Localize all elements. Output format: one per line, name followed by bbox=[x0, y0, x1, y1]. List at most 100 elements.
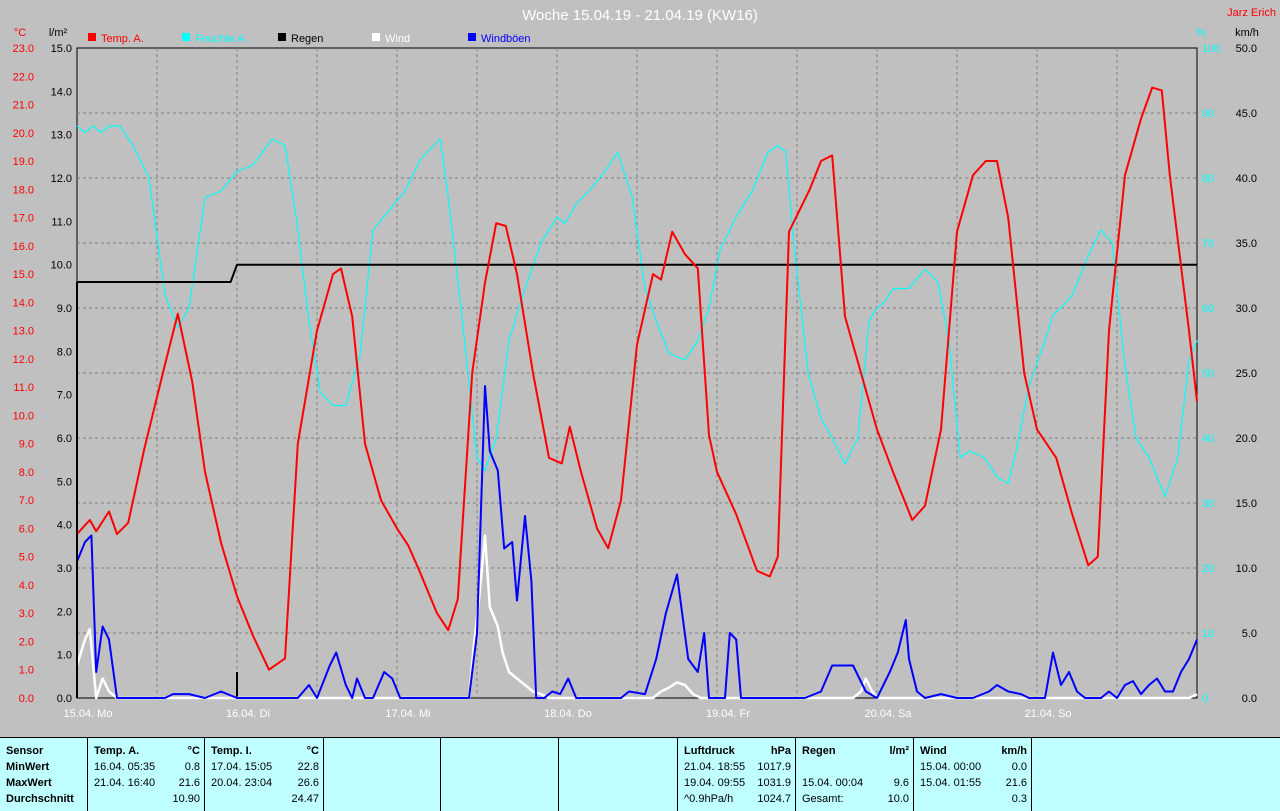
wind-unit-label: km/h bbox=[1235, 27, 1259, 39]
regen-max-date: 15.04. 00:04 bbox=[802, 777, 864, 789]
temp-i-min-value: 22.8 bbox=[297, 761, 319, 773]
temp-tick-9: 9.0 bbox=[19, 439, 34, 451]
regen-unit: l/m² bbox=[889, 745, 909, 757]
series-windb-en bbox=[76, 385, 1198, 699]
legend-swatch-1 bbox=[182, 33, 190, 41]
temp-unit-label: °C bbox=[14, 27, 26, 39]
temp-tick-23: 23.0 bbox=[13, 43, 34, 55]
legend-label-4: Windböen bbox=[481, 33, 531, 45]
rain-tick-9: 9.0 bbox=[57, 303, 72, 315]
humidity-tick-5: 50 bbox=[1202, 368, 1214, 380]
humidity-tick-0: 0 bbox=[1202, 693, 1208, 705]
stats-col-empty-2 bbox=[441, 738, 559, 811]
regen-header: Regen bbox=[802, 745, 836, 757]
wind-avg-value: 0.3 bbox=[1011, 793, 1027, 805]
temp-tick-7: 7.0 bbox=[19, 495, 34, 507]
temp-i-header: Temp. I. bbox=[211, 745, 252, 757]
luftdruck-min-date: 21.04. 18:55 bbox=[684, 761, 746, 773]
stats-label-max: MaxWert bbox=[6, 777, 52, 789]
temp-tick-8: 8.0 bbox=[19, 467, 34, 479]
luftdruck-avg-value: 1024.7 bbox=[757, 793, 791, 805]
temp-tick-15: 15.0 bbox=[13, 269, 34, 281]
temp-tick-22: 22.0 bbox=[13, 71, 34, 83]
temp-tick-14: 14.0 bbox=[13, 297, 34, 309]
rain-tick-11: 11.0 bbox=[51, 216, 72, 228]
day-label-4: 19.04. Fr bbox=[706, 708, 750, 720]
wind-min-date: 15.04. 00:00 bbox=[920, 761, 982, 773]
temp-i-unit: °C bbox=[306, 745, 319, 757]
stats-label-min: MinWert bbox=[6, 761, 50, 773]
wind-tick-0: 0.0 bbox=[1242, 693, 1257, 705]
rain-tick-1: 1.0 bbox=[57, 650, 72, 662]
wind-tick-7: 35.0 bbox=[1236, 238, 1257, 250]
rain-tick-4: 4.0 bbox=[57, 520, 72, 532]
humidity-tick-2: 20 bbox=[1202, 563, 1214, 575]
stats-col-empty-1 bbox=[324, 738, 441, 811]
wind-tick-9: 45.0 bbox=[1236, 108, 1257, 120]
regen-total-value: 10.0 bbox=[887, 793, 909, 805]
rain-tick-10: 10.0 bbox=[51, 260, 72, 272]
weather-chart: Woche 15.04.19 - 21.04.19 (KW16) Jarz Eri… bbox=[12, 7, 1276, 720]
temp-a-avg-value: 10.90 bbox=[172, 793, 200, 805]
series-feuchte-a bbox=[76, 125, 1198, 498]
rain-unit-label: l/m² bbox=[49, 27, 68, 39]
day-label-6: 21.04. So bbox=[1024, 708, 1071, 720]
day-label-5: 20.04. Sa bbox=[864, 708, 912, 720]
temp-tick-18: 18.0 bbox=[13, 184, 34, 196]
series-wind bbox=[75, 534, 1198, 700]
temp-tick-1: 1.0 bbox=[19, 665, 34, 677]
rain-bar-0 bbox=[236, 672, 238, 698]
wind-tick-10: 50.0 bbox=[1236, 43, 1257, 55]
wind-max-date: 15.04. 01:55 bbox=[920, 777, 982, 789]
temp-tick-0: 0.0 bbox=[19, 693, 34, 705]
rain-tick-5: 5.0 bbox=[57, 476, 72, 488]
temp-tick-11: 11.0 bbox=[13, 382, 34, 394]
rain-tick-12: 12.0 bbox=[51, 173, 72, 185]
temp-a-min-date: 16.04. 05:35 bbox=[94, 761, 156, 773]
rain-tick-8: 8.0 bbox=[57, 346, 72, 358]
wind-tick-6: 30.0 bbox=[1236, 303, 1257, 315]
legend-swatch-3 bbox=[372, 33, 380, 41]
temp-a-min-value: 0.8 bbox=[184, 761, 200, 773]
wind-unit: km/h bbox=[1001, 745, 1027, 757]
regen-max-value: 9.6 bbox=[893, 777, 909, 789]
rain-tick-13: 13.0 bbox=[51, 130, 72, 142]
legend-swatch-4 bbox=[468, 33, 476, 41]
temp-i-max-date: 20.04. 23:04 bbox=[211, 777, 273, 789]
luftdruck-max-value: 1031.9 bbox=[757, 777, 791, 789]
temp-tick-16: 16.0 bbox=[13, 241, 34, 253]
wind-tick-3: 15.0 bbox=[1236, 498, 1257, 510]
temp-a-unit: °C bbox=[187, 745, 200, 757]
wind-min-value: 0.0 bbox=[1011, 761, 1027, 773]
temp-a-max-date: 21.04. 16:40 bbox=[94, 777, 156, 789]
wind-tick-5: 25.0 bbox=[1236, 368, 1257, 380]
humidity-tick-10: 100 bbox=[1202, 43, 1220, 55]
luftdruck-header: Luftdruck bbox=[684, 745, 735, 757]
chart-title: Woche 15.04.19 - 21.04.19 (KW16) bbox=[522, 7, 758, 24]
legend-label-0: Temp. A. bbox=[101, 33, 144, 45]
temp-tick-19: 19.0 bbox=[13, 156, 34, 168]
wind-tick-2: 10.0 bbox=[1236, 563, 1257, 575]
stats-col-regen: Regen l/m² 15.04. 00:04 9.6 Gesamt: 10.0 bbox=[796, 738, 914, 811]
humidity-tick-4: 40 bbox=[1202, 433, 1214, 445]
stats-col-temp-a: Temp. A. °C 16.04. 05:35 0.8 21.04. 16:40… bbox=[88, 738, 205, 811]
luftdruck-unit: hPa bbox=[770, 745, 791, 757]
luftdruck-max-date: 19.04. 09:55 bbox=[684, 777, 746, 789]
rain-tick-7: 7.0 bbox=[57, 390, 72, 402]
temp-tick-17: 17.0 bbox=[13, 213, 34, 225]
author-label: Jarz Erich bbox=[1227, 7, 1276, 19]
stats-col-sensor: Sensor MinWert MaxWert Durchschnitt bbox=[0, 738, 88, 811]
wind-header: Wind bbox=[920, 745, 947, 757]
statistics-panel: Sensor MinWert MaxWert Durchschnitt Temp… bbox=[0, 737, 1280, 811]
stats-sensor-header: Sensor bbox=[6, 745, 44, 757]
series-temp-a bbox=[76, 86, 1198, 671]
temp-i-min-date: 17.04. 15:05 bbox=[211, 761, 273, 773]
legend-swatch-2 bbox=[278, 33, 286, 41]
wind-tick-1: 5.0 bbox=[1242, 628, 1257, 640]
humidity-tick-6: 60 bbox=[1202, 303, 1214, 315]
humidity-tick-1: 10 bbox=[1202, 628, 1214, 640]
temp-tick-13: 13.0 bbox=[13, 326, 34, 338]
wind-tick-4: 20.0 bbox=[1236, 433, 1257, 445]
regen-total-label: Gesamt: bbox=[802, 793, 844, 805]
humidity-tick-9: 90 bbox=[1202, 108, 1214, 120]
